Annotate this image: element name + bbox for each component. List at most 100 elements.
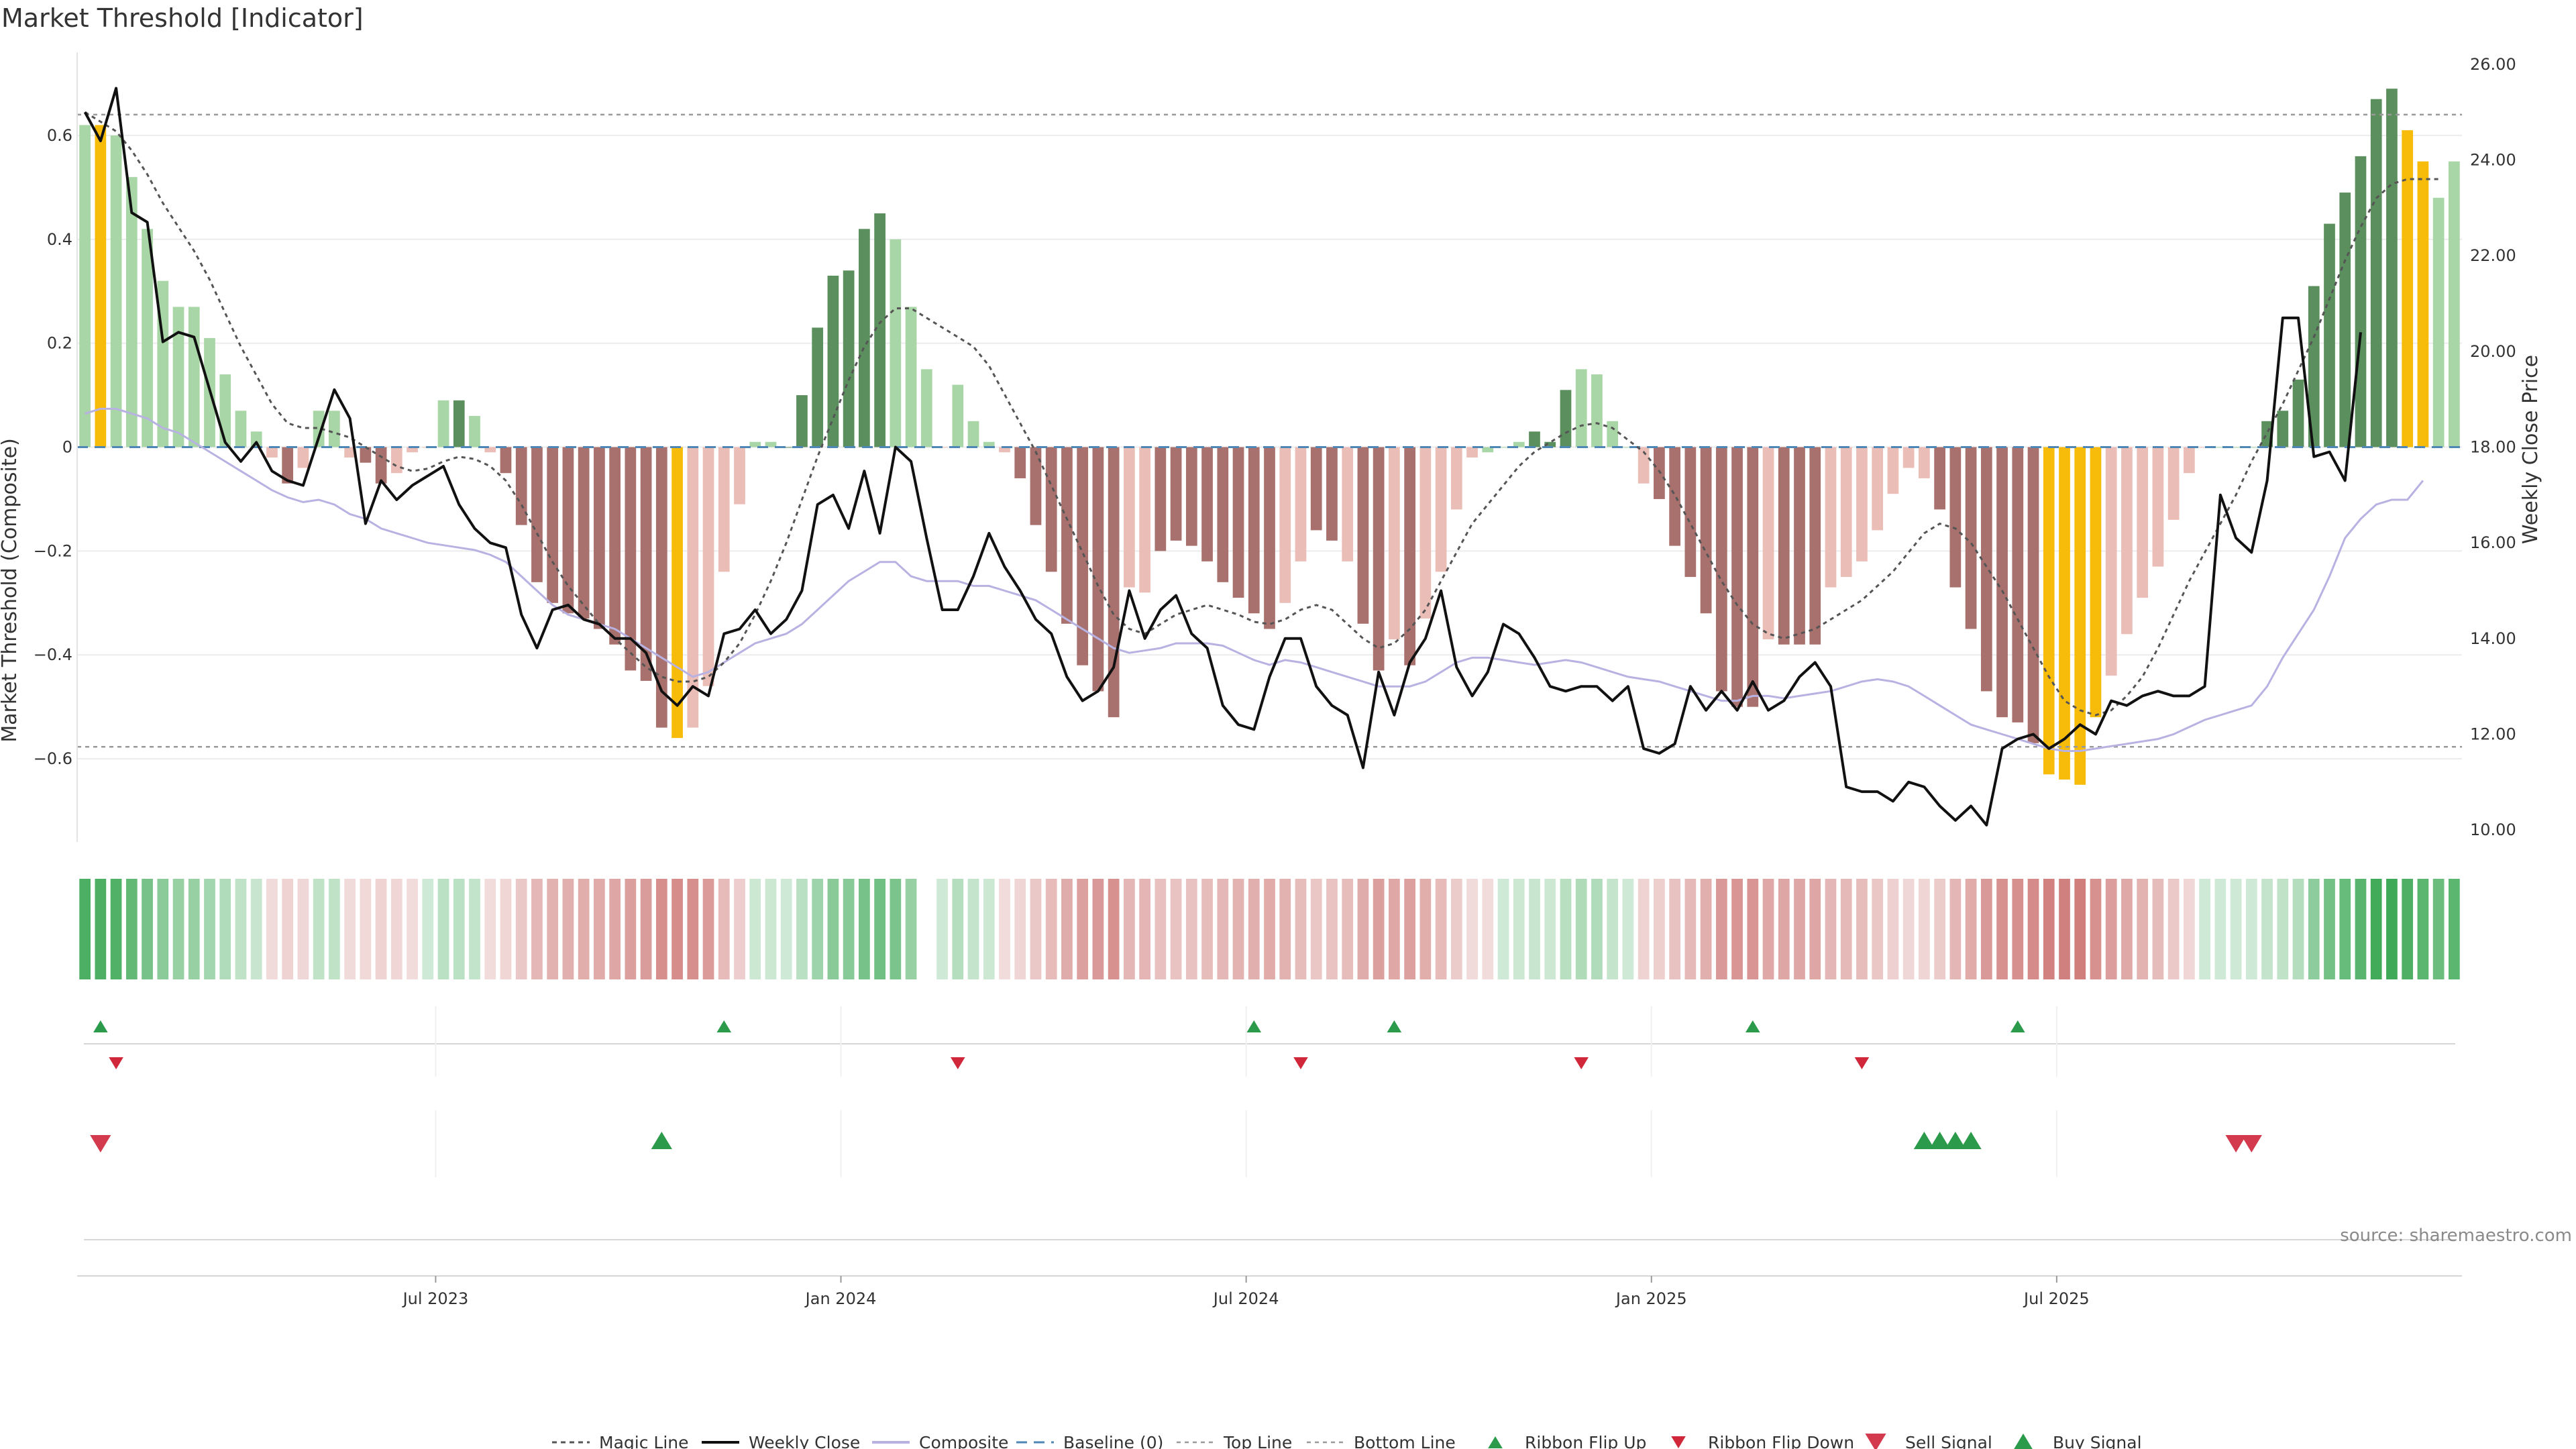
composite-bar [1622,447,1634,448]
ribbon-cell [157,879,169,979]
y-left-tick-label: 0.4 [47,230,72,249]
y-right-axis-label: Weekly Close Price [2519,355,2542,544]
ribbon-cell [1185,879,1197,979]
composite-bar [1731,447,1743,707]
composite-bar [843,270,855,447]
composite-bar [609,447,621,645]
ribbon-cell [1170,879,1182,979]
ribbon-flip-up-marker [716,1020,732,1032]
composite-bar [1965,447,1977,629]
composite-bar [1373,447,1385,671]
ribbon-cell [1638,879,1650,979]
weekly-close-line [83,87,2362,826]
magic-line [84,111,2439,716]
ribbon-cell [453,879,465,979]
ribbon-cell [2043,879,2055,979]
ribbon-cell [500,879,512,979]
ribbon-cell [1373,879,1385,979]
ribbon-cell [204,879,215,979]
ribbon-cell [1560,879,1572,979]
ribbon-cell [2152,879,2164,979]
ribbon-cell [1061,879,1073,979]
composite-bar [1575,369,1587,447]
y-right-tick-label: 14.00 [2470,629,2516,648]
composite-bar [407,447,418,453]
composite-bar [1404,447,1415,665]
composite-bar [687,447,699,728]
legend-label: Top Line [1223,1433,1292,1449]
ribbon-cell [1450,879,1462,979]
ribbon-cell [1264,879,1275,979]
ribbon-cell [2324,879,2335,979]
legend-item: Buy Signal [2014,1433,2142,1449]
composite-bar [1139,447,1150,593]
composite-bar [2308,286,2320,447]
buy-signal-marker [1929,1132,1951,1149]
composite-bar [2339,193,2351,447]
legend-item: Ribbon Flip Up [1488,1433,1646,1449]
composite-bar [188,307,200,447]
composite-bar [1482,447,1494,453]
composite-bar [920,369,932,447]
ribbon-cell [142,879,153,979]
composite-bar [1980,447,1992,692]
ribbon-cell [531,879,543,979]
composite-bar [672,447,683,739]
legend-item: Top Line [1177,1433,1292,1449]
ribbon-cell [1856,879,1868,979]
buy-signal-marker [651,1132,672,1149]
composite-bar [890,239,902,447]
composite-bar [1108,447,1120,718]
legend-swatch [1671,1436,1686,1448]
composite-bar [2027,447,2039,743]
composite-bar [1654,447,1665,499]
ribbon-cell [110,879,122,979]
ribbon-cell [594,879,605,979]
y-right-tick-label: 16.00 [2470,533,2516,552]
composite-bar [2199,447,2210,448]
ribbon-cell [1919,879,1930,979]
composite-bar [453,400,465,447]
composite-bar [1872,447,1884,531]
composite-bar [1809,447,1821,645]
ribbon-cell [1310,879,1322,979]
composite-bar [547,447,559,603]
ribbon-cell [640,879,652,979]
composite-bar [2277,411,2289,447]
ribbon-cell [859,879,870,979]
ribbon-cell [1715,879,1727,979]
ribbon-flip-up-marker [1745,1020,1760,1032]
ribbon-cell [282,879,294,979]
ribbon-cell [1201,879,1213,979]
composite-bar [2152,447,2164,567]
ribbon-cell [1077,879,1089,979]
ribbon-cell [250,879,262,979]
ribbon-cell [2184,879,2195,979]
composite-bar [1684,447,1697,578]
ribbon-cell [219,879,231,979]
ribbon-cell [1124,879,1135,979]
composite-bar [578,447,590,619]
ribbon-cell [1622,879,1634,979]
composite-bar [2402,130,2414,447]
ribbon-cell [1887,879,1899,979]
ribbon-cell [125,879,138,979]
composite-bar [95,125,107,447]
composite-bar [500,447,512,474]
composite-bar [1092,447,1104,692]
composite-bar [1591,374,1603,447]
composite-bar [2386,89,2398,447]
legend-swatch [2014,1434,2033,1449]
ribbon-cell [188,879,200,979]
composite-bar [2012,447,2024,722]
composite-bar [1638,447,1650,484]
ribbon-cell [547,879,559,979]
ribbon-cell [1482,879,1494,979]
composite-bar [235,411,247,447]
composite-bar [1185,447,1197,546]
composite-bar [2417,161,2429,447]
composite-bar [2043,447,2055,775]
composite-bar [360,447,372,463]
y-right-tick-label: 24.00 [2470,151,2516,170]
ribbon-cell [1529,879,1540,979]
